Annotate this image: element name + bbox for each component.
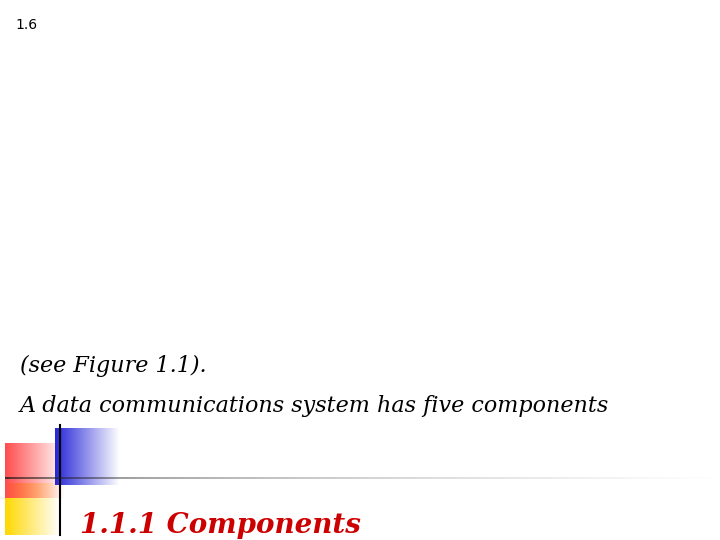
Text: 1.1.1 Components: 1.1.1 Components — [80, 512, 361, 539]
Text: A data communications system has five components: A data communications system has five co… — [20, 395, 609, 417]
Text: (see Figure 1.1).: (see Figure 1.1). — [20, 355, 207, 377]
Text: 1.6: 1.6 — [15, 18, 37, 32]
